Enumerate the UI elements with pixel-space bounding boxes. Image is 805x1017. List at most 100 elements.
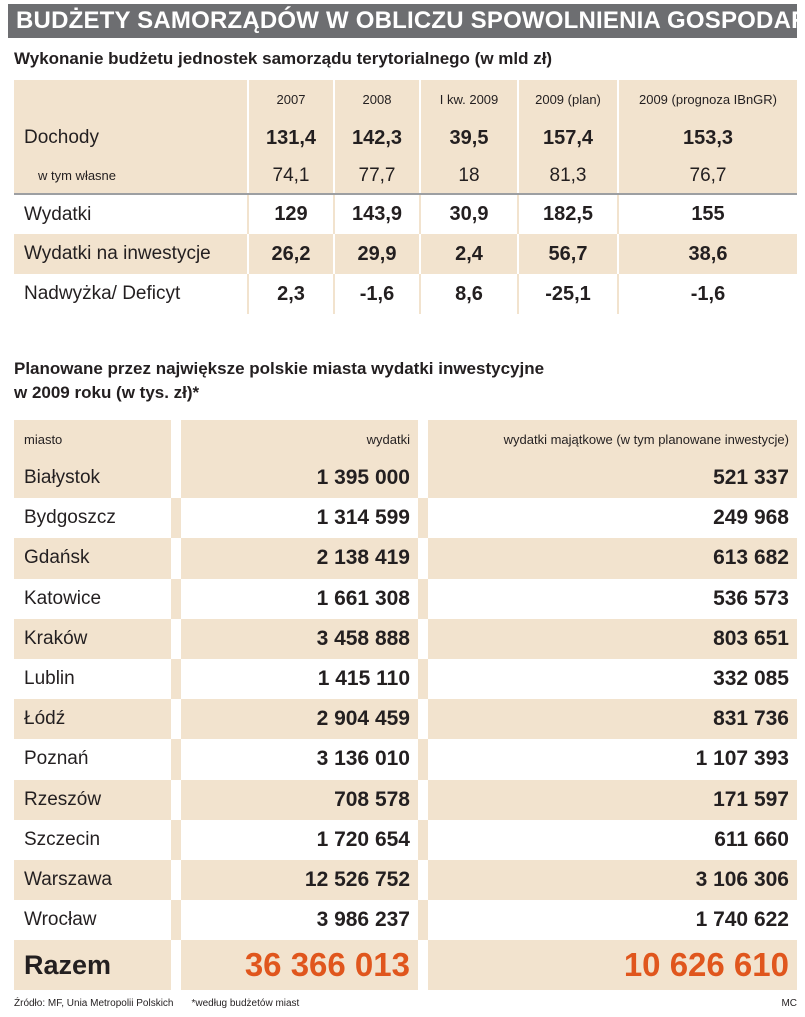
budget-row-deficyt: Nadwyżka/ Deficyt 2,3 -1,6 8,6 -25,1 -1,…	[14, 274, 797, 314]
majatkowe-value: 3 106 306	[418, 859, 797, 901]
city-name: Rzeszów	[14, 779, 176, 820]
city-name: Katowice	[14, 578, 176, 619]
majatkowe-value: 611 660	[418, 819, 797, 860]
city-row: Lublin 1 415 110 332 085	[14, 658, 797, 700]
value-cell: 29,9	[333, 234, 420, 274]
budget-row-inwestycje: Wydatki na inwestycje 26,2 29,9 2,4 56,7…	[14, 234, 797, 274]
majatkowe-value: 521 337	[418, 458, 797, 499]
total-row: Razem 36 366 013 10 626 610	[14, 940, 797, 991]
cities-header-cell: wydatki	[171, 420, 423, 458]
row-label: w tym własne	[14, 158, 248, 195]
cities-table: miasto wydatki wydatki majątkowe (w tym …	[14, 420, 797, 991]
wydatki-value: 2 904 459	[171, 699, 423, 740]
majatkowe-value: 803 651	[418, 618, 797, 659]
city-name: Warszawa	[14, 859, 176, 901]
value-cell: 153,3	[617, 118, 797, 158]
city-name: Białystok	[14, 458, 176, 499]
majatkowe-value: 613 682	[418, 538, 797, 579]
wydatki-value: 1 314 599	[171, 498, 423, 539]
value-cell: 143,9	[333, 194, 420, 234]
city-row: Poznań 3 136 010 1 107 393	[14, 739, 797, 780]
value-cell: -25,1	[517, 274, 618, 314]
city-name: Kraków	[14, 618, 176, 659]
cities-table-header: miasto wydatki wydatki majątkowe (w tym …	[14, 420, 797, 458]
city-name: Wrocław	[14, 900, 176, 941]
value-cell: 30,9	[419, 194, 518, 234]
row-label: Dochody	[14, 118, 248, 158]
budget-header-cell: 2009 (plan)	[517, 80, 618, 118]
wydatki-value: 1 395 000	[171, 458, 423, 499]
value-cell: 26,2	[247, 234, 334, 274]
city-name: Bydgoszcz	[14, 498, 176, 539]
value-cell: 77,7	[333, 158, 420, 195]
city-row: Warszawa 12 526 752 3 106 306	[14, 859, 797, 901]
cities-header-cell: wydatki majątkowe (w tym planowane inwes…	[418, 420, 797, 458]
wydatki-value: 3 136 010	[171, 739, 423, 780]
city-row: Katowice 1 661 308 536 573	[14, 578, 797, 619]
banner-title: BUDŻETY SAMORZĄDÓW W OBLICZU SPOWOLNIENI…	[8, 4, 797, 38]
city-name: Gdańsk	[14, 538, 176, 579]
city-row: Wrocław 3 986 237 1 740 622	[14, 900, 797, 941]
value-cell: -1,6	[617, 274, 797, 314]
source-note: Źródło: MF, Unia Metropolii Polskich	[14, 998, 174, 1009]
row-label: Nadwyżka/ Deficyt	[14, 274, 248, 314]
value-cell: 155	[617, 194, 797, 234]
city-row: Łódź 2 904 459 831 736	[14, 699, 797, 740]
value-cell: 182,5	[517, 194, 618, 234]
value-cell: 129	[247, 194, 334, 234]
majatkowe-value: 332 085	[418, 658, 797, 700]
value-cell: 81,3	[517, 158, 618, 195]
budget-header-cell: 2008	[333, 80, 420, 118]
city-row: Rzeszów 708 578 171 597	[14, 779, 797, 820]
city-row: Szczecin 1 720 654 611 660	[14, 819, 797, 860]
budget-header-cell	[14, 80, 248, 118]
value-cell: -1,6	[333, 274, 420, 314]
wydatki-value: 3 458 888	[171, 618, 423, 659]
value-cell: 2,4	[419, 234, 518, 274]
budget-header-cell: 2007	[247, 80, 334, 118]
row-label: Wydatki	[14, 194, 248, 234]
majatkowe-value: 1 740 622	[418, 900, 797, 941]
value-cell: 39,5	[419, 118, 518, 158]
city-name: Poznań	[14, 739, 176, 780]
budget-row-wlasne: w tym własne 74,1 77,7 18 81,3 76,7	[14, 158, 797, 195]
value-cell: 76,7	[617, 158, 797, 195]
city-name: Szczecin	[14, 819, 176, 860]
table2-title-line2: w 2009 roku (w tys. zł)*	[14, 383, 200, 402]
budget-row-wydatki: Wydatki 129 143,9 30,9 182,5 155	[14, 194, 797, 234]
total-majatkowe: 10 626 610	[418, 940, 797, 991]
city-row: Kraków 3 458 888 803 651	[14, 618, 797, 659]
value-cell: 131,4	[247, 118, 334, 158]
city-row: Bydgoszcz 1 314 599 249 968	[14, 498, 797, 539]
wydatki-value: 2 138 419	[171, 538, 423, 579]
author-credit: MC	[781, 998, 797, 1009]
wydatki-value: 3 986 237	[171, 900, 423, 941]
value-cell: 38,6	[617, 234, 797, 274]
city-row: Białystok 1 395 000 521 337	[14, 458, 797, 499]
cities-header-cell: miasto	[14, 420, 176, 458]
value-cell: 8,6	[419, 274, 518, 314]
value-cell: 56,7	[517, 234, 618, 274]
wydatki-value: 1 720 654	[171, 819, 423, 860]
total-label: Razem	[14, 940, 176, 991]
total-wydatki: 36 366 013	[171, 940, 423, 991]
wydatki-value: 1 415 110	[171, 658, 423, 700]
table2-title-line1: Planowane przez największe polskie miast…	[14, 359, 545, 378]
value-cell: 74,1	[247, 158, 334, 195]
majatkowe-value: 249 968	[418, 498, 797, 539]
budget-table-header: 2007 2008 I kw. 2009 2009 (plan) 2009 (p…	[14, 80, 797, 118]
city-row: Gdańsk 2 138 419 613 682	[14, 538, 797, 579]
row-label: Wydatki na inwestycje	[14, 234, 248, 274]
majatkowe-value: 831 736	[418, 699, 797, 740]
budget-row-dochody: Dochody 131,4 142,3 39,5 157,4 153,3	[14, 118, 797, 158]
footnote: *według budżetów miast	[191, 998, 300, 1009]
value-cell: 2,3	[247, 274, 334, 314]
wydatki-value: 1 661 308	[171, 578, 423, 619]
footer: Źródło: MF, Unia Metropolii Polskich *wed…	[14, 998, 797, 1009]
budget-header-cell: 2009 (prognoza IBnGR)	[617, 80, 797, 118]
wydatki-value: 12 526 752	[171, 859, 423, 901]
value-cell: 18	[419, 158, 518, 195]
budget-header-cell: I kw. 2009	[419, 80, 518, 118]
city-name: Lublin	[14, 658, 176, 700]
value-cell: 142,3	[333, 118, 420, 158]
